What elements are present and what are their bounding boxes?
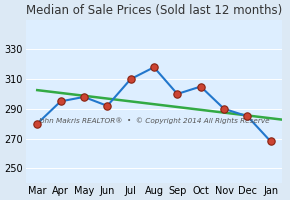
Point [58,100,63,103]
Title: Median of Sale Prices (Sold last 12 months): Median of Sale Prices (Sold last 12 mont… [26,4,282,17]
Point [245,115,250,118]
Point [222,107,226,110]
Point [128,78,133,81]
Point [269,140,273,143]
Point [81,95,86,99]
Text: John Makris REALTOR®  •  © Copyright 2014 All Rights Reserve: John Makris REALTOR® • © Copyright 2014 … [38,118,270,124]
Point [105,104,110,107]
Point [35,122,39,125]
Point [152,66,156,69]
Point [198,85,203,88]
Point [175,92,180,96]
